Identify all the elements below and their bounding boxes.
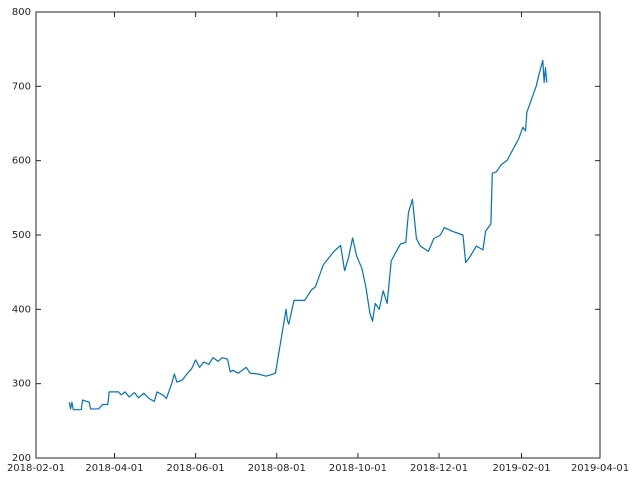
x-tick-label: 2018-12-01 (410, 463, 468, 474)
y-tick-label: 700 (12, 81, 31, 92)
y-tick-label: 600 (12, 156, 31, 167)
plot-area (35, 11, 601, 459)
y-tick-label: 500 (12, 230, 31, 241)
x-tick-label: 2019-04-01 (571, 463, 629, 474)
y-tick-label: 400 (12, 304, 31, 315)
y-tick-label: 800 (12, 7, 31, 18)
line (68, 59, 548, 411)
x-tick-label: 2018-04-01 (85, 463, 143, 474)
y-tick-label: 200 (12, 453, 31, 464)
x-tick-label: 2018-10-01 (329, 463, 387, 474)
x-tick-label: 2018-06-01 (167, 463, 225, 474)
y-tick-label: 300 (12, 379, 31, 390)
x-tick-label: 2018-08-01 (248, 463, 306, 474)
x-tick-label: 2019-02-01 (492, 463, 550, 474)
x-tick-label: 2018-02-01 (7, 463, 65, 474)
